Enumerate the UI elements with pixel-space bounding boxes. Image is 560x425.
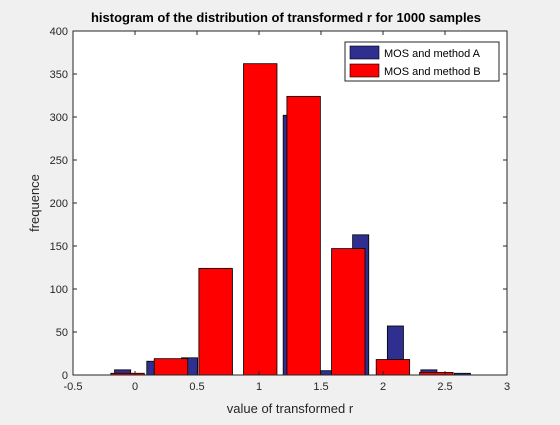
legend-label-b: MOS and method B [384, 66, 481, 78]
x-axis-ticks: -0.5 0 0.5 1 1.5 2 2.5 3 [64, 31, 510, 393]
y-tick-label-5: 250 [50, 155, 68, 167]
x-tick-label-4: 1.5 [313, 381, 328, 393]
bar-series-b-3 [243, 63, 278, 376]
y-tick-label-7: 350 [50, 69, 68, 81]
x-tick-label-3: 1 [256, 381, 262, 393]
x-tick-label-6: 2.5 [437, 381, 452, 393]
chart-title: histogram of the distribution of transfo… [91, 10, 481, 25]
y-tick-label-2: 100 [50, 284, 68, 296]
x-tick-label-0: -0.5 [64, 381, 83, 393]
bar-series-b-6 [375, 359, 411, 376]
series-b-bars [110, 63, 454, 376]
y-tick-label-0: 0 [62, 370, 68, 382]
bar-series-b-4 [286, 95, 321, 376]
legend: MOS and method A MOS and method B [344, 41, 500, 82]
legend-swatch-a [349, 45, 380, 60]
y-tick-label-3: 150 [50, 241, 68, 253]
x-tick-label-5: 2 [380, 381, 386, 393]
bar-series-b-2 [198, 267, 233, 376]
bar-series-b-1 [153, 358, 189, 376]
y-tick-label-6: 300 [50, 112, 68, 124]
x-tick-label-1: 0 [132, 381, 138, 393]
y-tick-label-4: 200 [50, 198, 68, 210]
legend-swatch-b [349, 63, 380, 78]
legend-label-a: MOS and method A [384, 48, 481, 60]
x-tick-label-7: 3 [504, 381, 510, 393]
y-axis-ticks: 0 50 100 150 200 250 300 350 400 [50, 26, 507, 382]
bar-series-b-5 [331, 248, 366, 376]
y-tick-label-1: 50 [56, 327, 68, 339]
x-tick-label-2: 0.5 [189, 381, 204, 393]
y-tick-label-8: 400 [50, 26, 68, 38]
x-axis-label: value of transformed r [227, 401, 354, 416]
y-axis-label: frequence [27, 174, 42, 232]
